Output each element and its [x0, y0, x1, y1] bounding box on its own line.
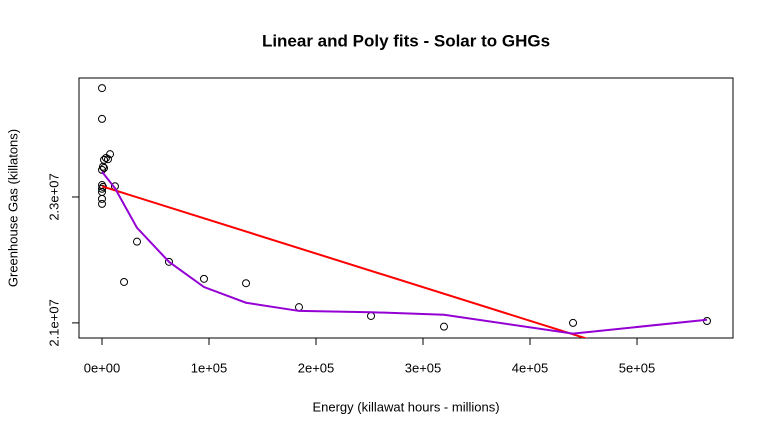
x-tick-label: 3e+05 — [405, 360, 442, 375]
x-tick-label: 1e+05 — [191, 360, 228, 375]
data-point — [98, 199, 107, 208]
data-point — [199, 274, 208, 283]
y-tick-label: 2.1e+07 — [46, 299, 61, 346]
data-point — [367, 311, 376, 320]
data-point — [132, 237, 141, 246]
data-point — [164, 257, 173, 266]
chart-title: Linear and Poly fits - Solar to GHGs — [262, 31, 550, 50]
data-point — [702, 317, 711, 326]
data-point — [120, 277, 129, 286]
x-tick-label: 2e+05 — [298, 360, 335, 375]
data-point — [106, 150, 115, 159]
data-point — [242, 279, 251, 288]
x-axis-label: Energy (killawat hours - millions) — [312, 399, 499, 414]
y-tick-label: 2.3e+07 — [46, 173, 61, 220]
plot-frame — [78, 77, 734, 339]
x-tick-label: 4e+05 — [512, 360, 549, 375]
data-point — [98, 184, 107, 193]
data-point — [98, 194, 107, 203]
plot-area — [98, 84, 711, 338]
data-point — [98, 84, 107, 93]
data-point — [103, 155, 112, 164]
fit-line — [101, 185, 589, 338]
data-point — [569, 318, 578, 327]
y-axis-label: Greenhouse Gas (killatons) — [5, 129, 20, 287]
data-point — [98, 114, 107, 123]
fit-line — [101, 171, 708, 335]
data-point — [98, 162, 107, 171]
data-point — [439, 322, 448, 331]
x-tick-label: 0e+00 — [84, 360, 121, 375]
data-point — [100, 164, 109, 173]
x-tick-label: 5e+05 — [619, 360, 656, 375]
